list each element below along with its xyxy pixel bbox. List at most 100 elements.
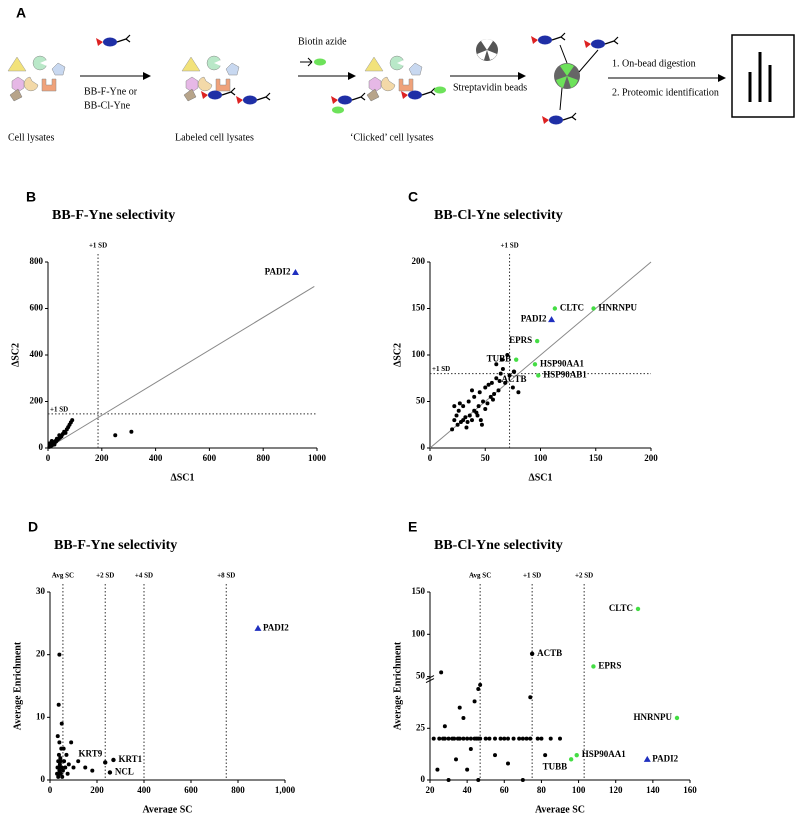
data-point (465, 767, 470, 772)
data-point (439, 670, 444, 675)
data-point (452, 418, 457, 423)
highlight-point (568, 757, 574, 762)
data-point (461, 418, 466, 423)
data-point (466, 399, 471, 404)
data-point (476, 687, 481, 692)
y-tick-label: 20 (36, 649, 46, 659)
y-tick-label: 25 (416, 722, 426, 732)
y-tick-label: 10 (36, 711, 46, 721)
data-point (493, 736, 497, 741)
highlight-point (103, 760, 108, 765)
axis-break (425, 675, 435, 684)
data-point (129, 429, 134, 434)
reference-label: +4 SD (135, 572, 153, 580)
data-point (113, 433, 118, 438)
x-tick-label: 200 (95, 453, 109, 463)
y-axis-label: ΔSC2 (10, 343, 21, 367)
x-tick-label: 1000 (308, 453, 327, 463)
x-tick-label: 800 (256, 453, 270, 463)
data-point (461, 404, 466, 409)
data-point (476, 404, 481, 409)
highlight-point (532, 362, 538, 367)
data-point (507, 373, 512, 378)
data-point (492, 392, 497, 397)
highlight-label: KRT9 (79, 749, 103, 759)
y-tick-label: 400 (30, 349, 44, 359)
x-tick-label: 200 (644, 453, 658, 463)
diagram-text: 1. On-bead digestion (612, 58, 696, 69)
x-tick-label: 100 (534, 453, 548, 463)
data-point (463, 415, 468, 420)
x-tick-label: 800 (231, 785, 245, 795)
data-point (457, 401, 462, 406)
data-point (469, 418, 474, 423)
reference-label: Avg SC (52, 572, 74, 580)
diagram-text: Labeled cell lysates (175, 132, 254, 143)
diagram-text: ‘Clicked’ cell lysates (350, 132, 434, 143)
y-tick-label: 50 (416, 396, 426, 406)
x-tick-label: 0 (48, 785, 53, 795)
data-point (442, 724, 447, 729)
data-point (528, 736, 533, 741)
highlight-point (591, 664, 596, 669)
bead-icon (556, 63, 578, 88)
data-point (52, 442, 57, 447)
data-point (479, 422, 484, 427)
y-tick-label: 200 (30, 396, 44, 406)
data-point (469, 388, 474, 393)
highlight-point (529, 651, 535, 656)
biotin-icon (434, 86, 446, 94)
y-tick-label: 150 (412, 586, 426, 596)
x-tick-label: 400 (137, 785, 151, 795)
data-point (488, 394, 493, 399)
y-tick-label: 100 (412, 349, 426, 359)
x-tick-label: 50 (481, 453, 491, 463)
reference-label: +2 SD (96, 572, 114, 580)
data-point (493, 753, 497, 758)
data-point (68, 420, 73, 425)
data-point (58, 771, 63, 776)
highlight-label: CLTC (609, 603, 633, 613)
x-tick-label: 160 (683, 785, 697, 795)
reference-label: Avg SC (469, 572, 491, 580)
panel-letter: E (408, 519, 417, 535)
data-point (476, 778, 481, 782)
y-tick-label: 0 (421, 774, 426, 784)
data-point (49, 439, 54, 444)
azide-icon (300, 57, 313, 67)
data-point (452, 736, 457, 741)
panel-letter: B (26, 189, 36, 205)
x-tick-label: 40 (463, 785, 473, 795)
highlight-label: PADI2 (521, 314, 547, 324)
x-tick-label: 0 (46, 453, 51, 463)
data-point (478, 682, 483, 687)
x-tick-label: 60 (500, 785, 510, 795)
data-point (502, 736, 507, 741)
data-point (65, 771, 70, 776)
data-point (478, 736, 483, 741)
probe-icon (95, 34, 131, 48)
data-point (467, 413, 472, 418)
highlight-point (511, 369, 517, 374)
data-point (465, 736, 470, 741)
data-point (472, 699, 477, 704)
data-point (431, 736, 436, 741)
data-point (452, 404, 457, 409)
y-axis-label: Average Enrichment (392, 641, 403, 730)
highlight-label: HSP90AA1 (582, 749, 627, 759)
x-tick-label: 0 (428, 453, 433, 463)
data-point (487, 736, 492, 741)
highlight-label: HSP90AA1 (540, 358, 585, 368)
highlight-label: ACTB (501, 374, 526, 384)
highlight-label: PADI2 (652, 753, 678, 763)
y-axis-label: Average Enrichment (12, 641, 23, 730)
data-point (58, 759, 63, 764)
highlight-label: HSP90AB1 (543, 370, 587, 380)
probe-icon (330, 92, 366, 106)
data-point (465, 419, 470, 424)
data-point (481, 399, 486, 404)
data-point (505, 353, 510, 357)
highlight-label: NCL (115, 767, 134, 777)
highlight-point (254, 624, 262, 631)
panel-letter: D (28, 519, 38, 535)
